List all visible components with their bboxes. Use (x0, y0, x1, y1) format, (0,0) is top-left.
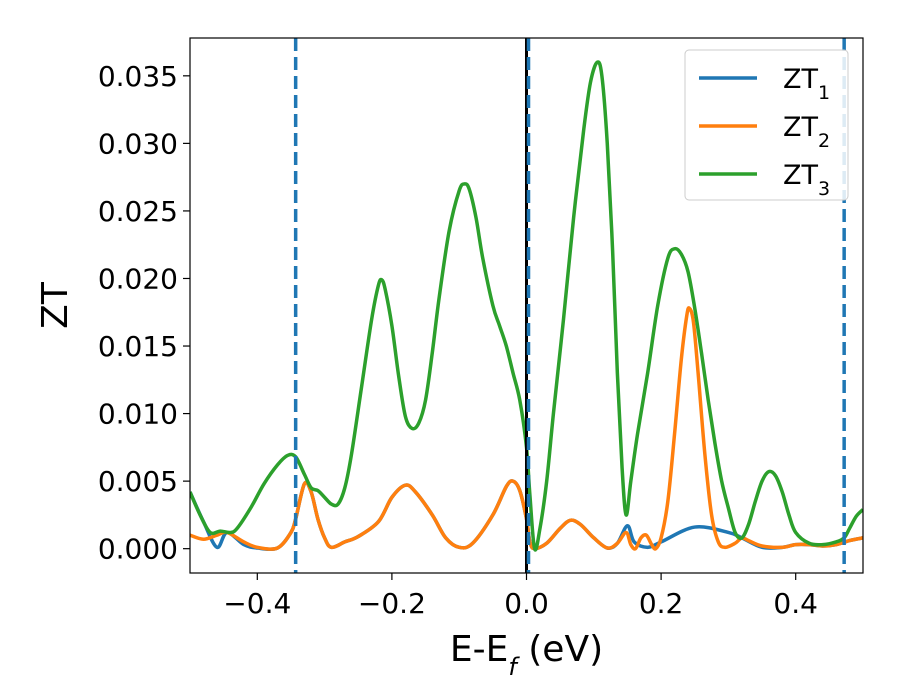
legend-label: ZT3 (783, 160, 830, 200)
x-tick-label: 0.4 (773, 587, 818, 620)
legend-label: ZT2 (783, 112, 830, 152)
y-tick-label: 0.000 (98, 533, 178, 566)
legend-label: ZT1 (783, 64, 830, 104)
y-tick-label: 0.025 (98, 195, 178, 228)
x-tick-label: −0.4 (223, 587, 291, 620)
legend-box (684, 49, 849, 201)
x-tick-label: 0.2 (639, 587, 684, 620)
y-tick-label: 0.005 (98, 465, 178, 498)
y-tick-label: 0.015 (98, 330, 178, 363)
vertical-reference-lines (293, 38, 846, 573)
y-axis-label: ZT (35, 281, 76, 329)
series-line-zt3 (190, 60, 863, 552)
y-tick-label: 0.020 (98, 262, 178, 295)
y-tick-label: 0.030 (98, 127, 178, 160)
y-tick-label: 0.010 (98, 398, 178, 431)
legend: ZT1 ZT2 ZT3 (684, 49, 849, 201)
y-axis-ticks: 0.000 0.005 0.010 0.015 0.020 0.025 0.030 0.035 (98, 60, 190, 566)
series-line-zt2 (190, 306, 863, 551)
legend-item-zt1: ZT1 (699, 64, 830, 104)
x-tick-label: −0.2 (358, 587, 426, 620)
x-axis-ticks: −0.4 −0.2 0.0 0.2 0.4 (223, 573, 818, 620)
y-tick-label: 0.035 (98, 60, 178, 93)
series-layer (190, 60, 863, 552)
legend-item-zt3: ZT3 (699, 160, 830, 200)
x-tick-label: 0.0 (504, 587, 549, 620)
legend-item-zt2: ZT2 (699, 112, 830, 152)
x-axis-label: E-Ef (eV) (450, 629, 603, 681)
